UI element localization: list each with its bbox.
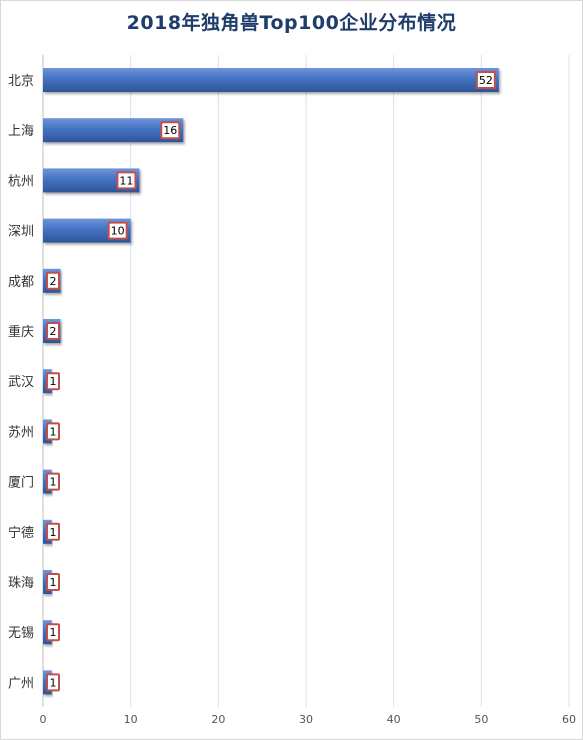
- data-label: 2: [50, 325, 57, 338]
- category-label: 厦门: [8, 476, 34, 491]
- bars: [43, 68, 499, 695]
- x-tick-label: 60: [562, 713, 576, 726]
- data-label: 1: [50, 626, 57, 639]
- category-label: 杭州: [8, 174, 34, 189]
- data-label-box: [475, 71, 496, 89]
- data-label: 1: [50, 676, 57, 689]
- category-label: 成都: [8, 275, 34, 290]
- data-label-box: [46, 673, 60, 692]
- grid-lines: [130, 55, 570, 707]
- category-label: 深圳: [8, 225, 34, 240]
- data-label-box: [46, 472, 60, 491]
- data-label-box: [46, 522, 60, 541]
- x-tick-label: 40: [387, 713, 401, 726]
- data-label-box: [46, 422, 60, 441]
- category-label: 武汉: [8, 375, 34, 390]
- data-label: 52: [479, 74, 493, 87]
- data-label-box: [46, 573, 60, 591]
- bar-北京: [43, 68, 499, 92]
- data-label: 10: [111, 225, 125, 238]
- data-label: 1: [50, 375, 57, 388]
- bar-上海: [43, 118, 184, 143]
- chart-title: 2018年独角兽Top100企业分布情况: [126, 12, 457, 34]
- category-label: 北京: [8, 74, 34, 89]
- data-label-box: [46, 623, 60, 642]
- data-label: 1: [50, 425, 57, 438]
- data-label: 1: [50, 476, 57, 489]
- x-tick-label: 30: [299, 713, 313, 726]
- category-label: 苏州: [8, 424, 34, 440]
- category-label: 上海: [8, 124, 34, 139]
- x-tick-label: 0: [40, 713, 47, 726]
- data-label: 16: [163, 124, 177, 137]
- data-label: 11: [119, 174, 133, 187]
- data-label-box: [160, 121, 181, 140]
- category-label: 珠海: [8, 576, 34, 591]
- data-label-box: [46, 372, 60, 391]
- category-label: 重庆: [8, 324, 34, 340]
- data-label: 1: [50, 526, 57, 539]
- data-label: 1: [50, 576, 57, 589]
- data-label: 2: [50, 275, 57, 288]
- category-label: 宁德: [8, 525, 34, 541]
- x-tick-label: 50: [474, 713, 488, 726]
- data-label-box: [46, 271, 60, 290]
- category-label: 广州: [8, 676, 34, 691]
- x-tick-label: 10: [124, 713, 138, 726]
- category-label: 无锡: [8, 626, 34, 641]
- data-label-box: [107, 221, 128, 240]
- data-label-box: [46, 322, 60, 340]
- data-label-box: [116, 171, 137, 190]
- x-tick-label: 20: [211, 713, 225, 726]
